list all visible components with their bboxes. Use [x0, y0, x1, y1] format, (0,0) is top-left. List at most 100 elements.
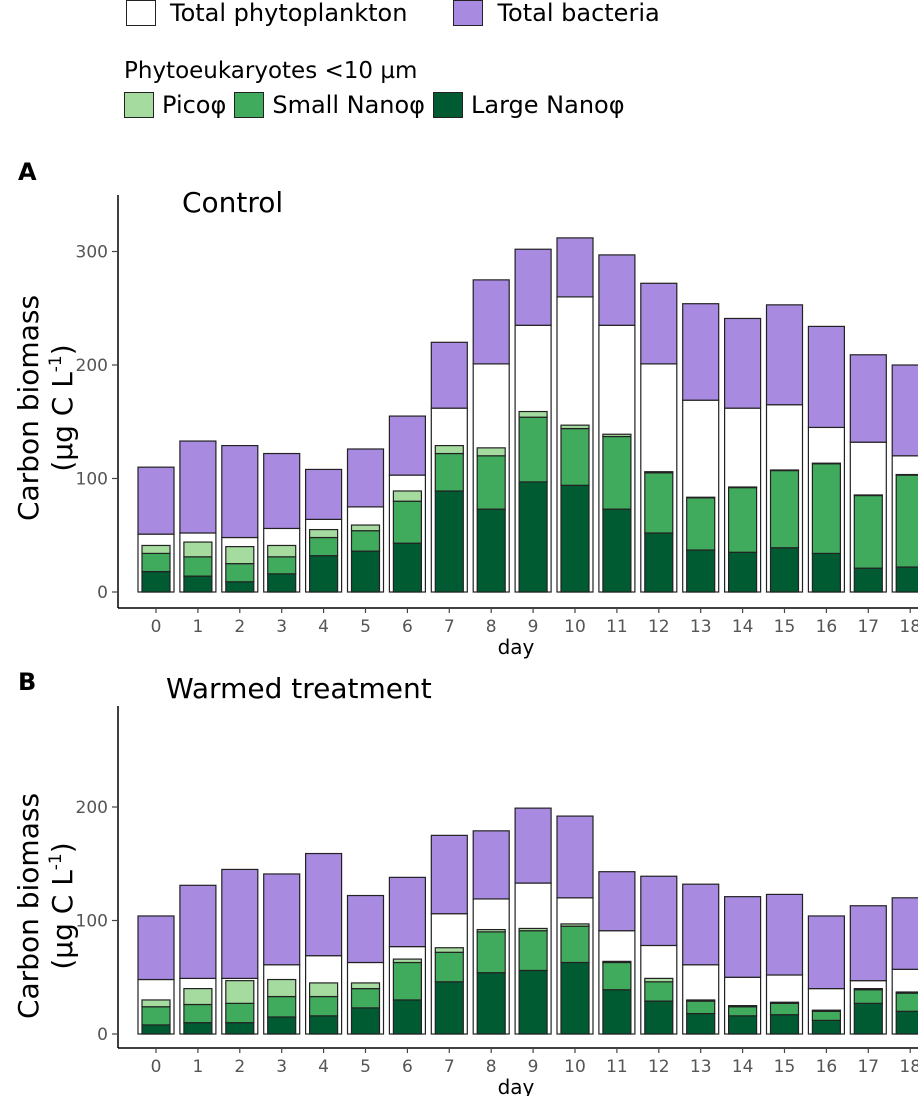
bar-small-nano — [350, 530, 381, 552]
bar-small-nano — [518, 416, 548, 483]
bar-total-bacteria — [346, 448, 385, 508]
bar-small-nano — [686, 497, 716, 551]
bar-total-bacteria — [807, 915, 846, 990]
bar-large-nano — [560, 961, 590, 1035]
y-axis-title-unit-superscript: -1 — [46, 853, 66, 870]
bar-small-nano — [267, 556, 297, 575]
legend-swatch-small-nano — [234, 92, 265, 118]
bar-pico — [183, 988, 213, 1006]
bar-total-bacteria — [472, 279, 510, 365]
bar-total-bacteria — [723, 317, 762, 409]
bar-total-bacteria — [598, 254, 636, 326]
bar-total-bacteria — [556, 815, 594, 899]
y-tick-label: 300 — [76, 243, 108, 263]
panel-title: Warmed treatment — [166, 672, 432, 705]
bar-large-nano — [602, 989, 632, 1035]
bar-small-nano — [686, 1000, 716, 1015]
bar-total-bacteria — [807, 325, 846, 429]
bar-small-nano — [225, 1002, 255, 1024]
legend-swatch-large-nano — [433, 92, 463, 118]
x-axis-title: day — [498, 635, 535, 659]
bar-small-nano — [518, 930, 548, 972]
bar-pico — [686, 999, 716, 1002]
legend-row-phytoeukaryotes: Picoφ Small Nanoφ Large Nanoφ — [124, 92, 625, 118]
bar-large-nano — [434, 981, 464, 1035]
bar-total-bacteria — [137, 915, 175, 981]
x-tick-label: 2 — [234, 617, 245, 637]
y-axis-title-unit: (µg C L — [46, 372, 79, 472]
y-axis-title-line1: Carbon biomass — [12, 793, 45, 1019]
bar-pico — [769, 1001, 800, 1004]
x-tick-label: 4 — [318, 617, 329, 637]
legend-item-pico: Picoφ — [124, 92, 226, 118]
bar-pico — [769, 469, 800, 472]
bar-large-nano — [853, 1002, 883, 1035]
y-tick-label: 200 — [76, 356, 108, 376]
legend-label-small-nano: Small Nanoφ — [272, 91, 425, 119]
bar-small-nano — [769, 469, 800, 549]
bar-large-nano — [141, 570, 171, 593]
bar-small-nano — [476, 455, 506, 510]
panel-letter: A — [18, 158, 37, 186]
legend-swatch-total-bacteria — [453, 0, 484, 26]
bar-large-nano — [686, 549, 716, 593]
bar-pico — [392, 958, 422, 964]
bar-small-nano — [392, 500, 422, 544]
bar-large-nano — [602, 508, 632, 593]
bar-small-nano — [560, 427, 590, 486]
y-tick-label: 100 — [76, 912, 108, 932]
bar-large-nano — [476, 972, 506, 1035]
x-tick-label: 11 — [606, 617, 628, 637]
bar-total-bacteria — [891, 897, 918, 970]
bar-pico — [895, 991, 918, 994]
bar-large-nano — [183, 1022, 213, 1035]
y-axis-title-line1: Carbon biomass — [12, 295, 45, 521]
bar-total-bacteria — [598, 871, 636, 932]
bar-total-bacteria — [682, 883, 720, 966]
x-tick-label: 15 — [774, 1057, 796, 1077]
bar-small-nano — [309, 536, 339, 557]
bar-total-bacteria — [891, 364, 918, 457]
bar-large-nano — [727, 1015, 758, 1035]
x-tick-label: 3 — [276, 617, 287, 637]
bar-large-nano — [811, 1019, 842, 1035]
bar-total-bacteria — [179, 884, 217, 979]
y-tick-label: 0 — [97, 583, 108, 603]
bar-large-nano — [769, 547, 800, 593]
x-tick-label: 18 — [899, 617, 918, 637]
legend-swatch-pico — [124, 92, 154, 118]
bar-total-bacteria — [346, 894, 385, 964]
bar-total-bacteria — [388, 876, 426, 948]
x-tick-label: 7 — [444, 617, 455, 637]
bar-total-bacteria — [765, 304, 804, 406]
bar-total-bacteria — [765, 893, 804, 976]
bar-total-bacteria — [472, 830, 510, 900]
x-tick-label: 14 — [732, 617, 754, 637]
legend: Total phytoplankton Total bacteria Phyto… — [0, 0, 918, 140]
bar-pico — [267, 544, 297, 558]
bar-total-bacteria — [137, 466, 175, 535]
bar-large-nano — [350, 1007, 381, 1035]
bar-pico — [686, 496, 716, 499]
bar-small-nano — [225, 563, 255, 583]
bar-pico — [392, 490, 422, 502]
bar-pico — [560, 923, 590, 927]
bar-pico — [727, 1005, 758, 1008]
x-tick-label: 17 — [857, 617, 879, 637]
bar-small-nano — [183, 556, 213, 577]
bar-large-nano — [225, 1022, 255, 1035]
bar-pico — [602, 960, 632, 964]
bar-pico — [309, 528, 339, 539]
bar-small-nano — [267, 995, 297, 1018]
bar-total-bacteria — [556, 237, 594, 298]
bar-small-nano — [141, 552, 171, 573]
legend-item-large-nano: Large Nanoφ — [433, 92, 625, 118]
y-tick-label: 100 — [76, 470, 108, 490]
legend-item-small-nano: Small Nanoφ — [234, 92, 425, 118]
x-tick-label: 6 — [402, 1057, 413, 1077]
x-tick-label: 13 — [690, 617, 712, 637]
bar-total-bacteria — [430, 341, 468, 409]
x-tick-label: 16 — [816, 1057, 838, 1077]
bar-pico — [476, 447, 506, 457]
bar-small-nano — [434, 452, 464, 492]
